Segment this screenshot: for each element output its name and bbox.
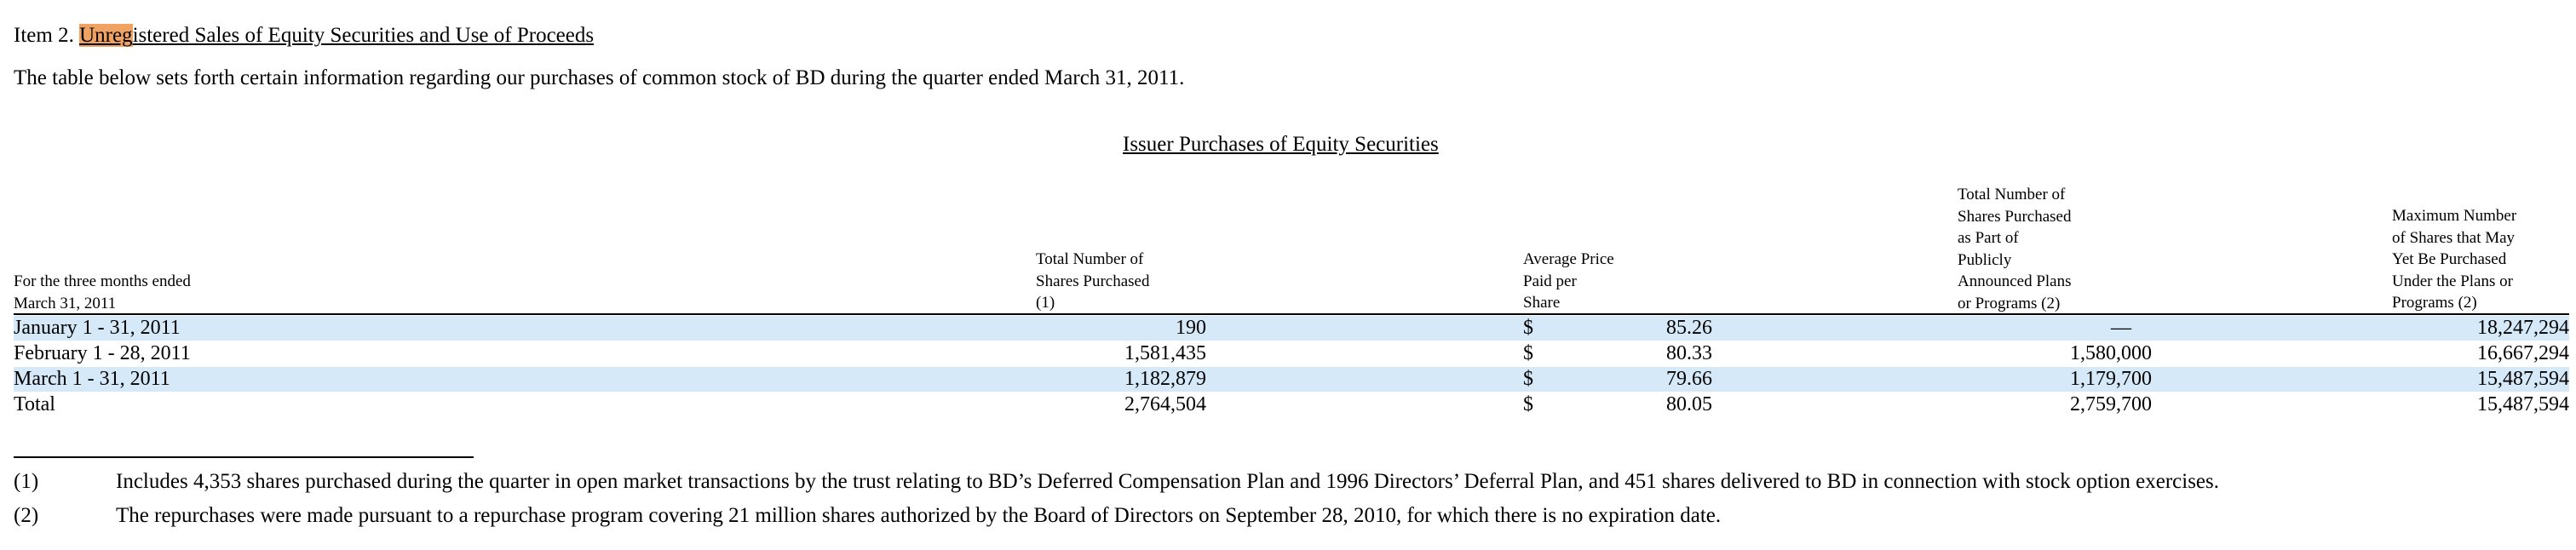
cell-max-shares: 16,667,294 <box>2477 342 2569 364</box>
cell-shares-part-of-plan: 1,580,000 <box>2070 342 2152 364</box>
table-row: February 1 - 28, 2011 1,581,435 $ 80.33 … <box>14 341 2569 366</box>
cell-max-shares: 15,487,594 <box>2477 368 2569 390</box>
cell-shares-part-of-plan: — <box>2111 317 2131 339</box>
cell-total-shares: 1,581,435 <box>1124 342 1206 364</box>
table-row: March 1 - 31, 2011 1,182,879 $ 79.66 1,1… <box>14 367 2569 392</box>
cell-total-shares: 1,182,879 <box>1124 368 1206 390</box>
cell-period: February 1 - 28, 2011 <box>14 342 191 364</box>
cell-average-price: 79.66 <box>1666 368 1712 390</box>
cell-dollar-sign: $ <box>1523 342 1533 364</box>
header-period: For the three months ended March 31, 201… <box>14 272 191 312</box>
header-total-shares: Total Number of Shares Purchased (1) <box>1036 250 1150 312</box>
footnote-number: (1) <box>14 470 39 493</box>
cell-average-price: 80.33 <box>1666 342 1712 364</box>
item-heading: Item 2. Unregistered Sales of Equity Sec… <box>14 22 594 49</box>
cell-period: January 1 - 31, 2011 <box>14 317 181 339</box>
cell-period: March 1 - 31, 2011 <box>14 368 170 390</box>
footnote-text: The repurchases were made pursuant to a … <box>116 504 1722 527</box>
cell-dollar-sign: $ <box>1523 317 1533 339</box>
header-max-shares: Maximum Number of Shares that May Yet Be… <box>2392 207 2517 312</box>
table-row-total: Total 2,764,504 $ 80.05 2,759,700 15,487… <box>14 392 2569 417</box>
intro-paragraph: The table below sets forth certain infor… <box>14 66 1185 89</box>
cell-dollar-sign: $ <box>1523 368 1533 390</box>
footnote-text: Includes 4,353 shares purchased during t… <box>116 470 2220 493</box>
footnote-rule <box>14 456 474 458</box>
table-row: January 1 - 31, 2011 190 $ 85.26 — 18,24… <box>14 316 2569 341</box>
cell-total-shares: 190 <box>1176 317 1206 339</box>
header-shares-part-of-plan: Total Number of Shares Purchased as Part… <box>1958 186 2072 312</box>
item-heading-title-rest: istered Sales of Equity Securities and U… <box>132 24 595 47</box>
search-highlight: Unreg <box>79 24 133 47</box>
cell-max-shares: 18,247,294 <box>2477 317 2569 339</box>
cell-max-shares: 15,487,594 <box>2477 393 2569 415</box>
cell-average-price: 80.05 <box>1666 393 1712 415</box>
cell-shares-part-of-plan: 2,759,700 <box>2070 393 2152 415</box>
table-title: Issuer Purchases of Equity Securities <box>1123 133 1439 156</box>
header-rule <box>14 313 2569 315</box>
header-average-price: Average Price Paid per Share <box>1523 250 1614 312</box>
cell-period: Total <box>14 393 55 415</box>
cell-dollar-sign: $ <box>1523 393 1533 415</box>
cell-shares-part-of-plan: 1,179,700 <box>2070 368 2152 390</box>
cell-average-price: 85.26 <box>1666 317 1712 339</box>
item-heading-title: Unregistered Sales of Equity Securities … <box>79 24 594 47</box>
cell-total-shares: 2,764,504 <box>1124 393 1206 415</box>
footnote-number: (2) <box>14 504 39 527</box>
item-heading-prefix: Item 2. <box>14 24 80 47</box>
